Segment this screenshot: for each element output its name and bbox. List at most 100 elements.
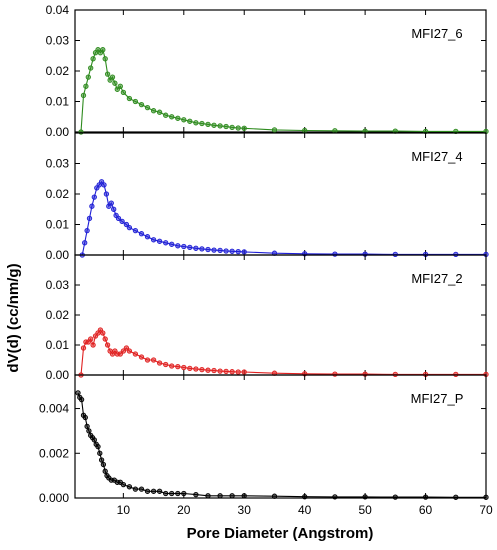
data-point bbox=[115, 215, 122, 222]
data-point bbox=[102, 56, 108, 62]
data-point bbox=[302, 494, 308, 500]
data-point bbox=[112, 80, 118, 86]
data-point bbox=[193, 491, 199, 498]
data-point bbox=[156, 109, 163, 115]
data-point bbox=[271, 493, 278, 499]
panel-mfi27_2: 0.00 0.01 0.02 0.03 MFI27_2 bbox=[46, 254, 489, 382]
data-point bbox=[211, 247, 217, 253]
data-point bbox=[144, 357, 151, 363]
y-tick-label: 0.01 bbox=[46, 95, 70, 109]
data-point bbox=[120, 89, 127, 96]
data-point bbox=[80, 92, 87, 99]
data-point bbox=[205, 493, 211, 499]
x-tick-label: 40 bbox=[298, 503, 312, 517]
data-point bbox=[102, 468, 108, 474]
data-point bbox=[132, 227, 139, 234]
data-point bbox=[86, 215, 93, 222]
data-point bbox=[120, 481, 127, 488]
data-point bbox=[422, 494, 429, 500]
y-tick-label: 0.02 bbox=[46, 308, 70, 322]
data-point bbox=[241, 369, 247, 375]
data-point bbox=[150, 357, 157, 363]
data-point bbox=[132, 486, 139, 492]
data-point bbox=[138, 231, 145, 237]
data-point bbox=[117, 351, 123, 357]
data-point bbox=[332, 251, 338, 257]
data-point bbox=[223, 123, 229, 130]
data-point bbox=[181, 364, 187, 371]
data-point bbox=[483, 494, 489, 500]
data-point bbox=[217, 368, 223, 374]
data-point bbox=[144, 104, 151, 111]
data-point bbox=[103, 191, 110, 197]
data-point bbox=[138, 486, 145, 492]
y-tick-label: 0.000 bbox=[39, 491, 69, 505]
data-point bbox=[175, 115, 181, 121]
data-point bbox=[89, 203, 95, 209]
panel-label: MFI27_4 bbox=[411, 149, 462, 164]
data-point bbox=[91, 194, 97, 200]
data-point bbox=[84, 227, 90, 234]
data-point bbox=[175, 490, 181, 497]
series-line bbox=[77, 392, 486, 498]
data-point bbox=[181, 117, 187, 123]
data-point bbox=[138, 354, 145, 360]
data-point bbox=[235, 369, 241, 375]
data-point bbox=[163, 361, 169, 368]
data-point bbox=[88, 65, 94, 71]
x-tick-label: 20 bbox=[177, 503, 191, 517]
data-point bbox=[193, 120, 199, 126]
data-point bbox=[100, 47, 106, 53]
data-point bbox=[187, 365, 193, 372]
data-point bbox=[138, 101, 145, 108]
data-point bbox=[241, 493, 247, 499]
x-tick-label: 60 bbox=[419, 503, 433, 517]
data-point bbox=[392, 371, 398, 378]
data-point bbox=[217, 247, 223, 254]
data-point bbox=[199, 246, 205, 252]
data-point bbox=[332, 371, 338, 377]
series-line bbox=[80, 329, 486, 376]
data-point bbox=[100, 461, 107, 468]
data-point bbox=[217, 123, 223, 129]
y-axis-label: dV(d) (cc/nm/g) bbox=[5, 263, 22, 372]
data-point bbox=[187, 244, 193, 251]
data-point bbox=[132, 351, 139, 357]
panel-mfi27_p: 0.000 0.002 0.004 MFI27_P bbox=[39, 374, 489, 505]
data-point bbox=[95, 443, 101, 450]
data-point bbox=[302, 127, 308, 134]
y-tick-label: 0.004 bbox=[39, 402, 69, 416]
data-point bbox=[229, 493, 235, 499]
y-tick-label: 0.04 bbox=[46, 3, 70, 17]
y-tick-label: 0.00 bbox=[46, 125, 70, 139]
data-point bbox=[205, 121, 211, 128]
data-point bbox=[150, 237, 157, 243]
data-point bbox=[199, 120, 205, 127]
data-point bbox=[132, 98, 139, 105]
data-point bbox=[84, 423, 90, 430]
data-point bbox=[332, 128, 338, 134]
data-point bbox=[144, 488, 151, 494]
panel-label: MFI27_6 bbox=[411, 26, 462, 41]
x-tick-label: 50 bbox=[358, 503, 372, 517]
y-tick-label: 0.03 bbox=[46, 157, 70, 171]
data-point bbox=[205, 246, 211, 253]
data-point bbox=[91, 437, 97, 443]
y-tick-label: 0.00 bbox=[46, 368, 70, 382]
y-tick-label: 0.01 bbox=[46, 338, 70, 352]
data-point bbox=[144, 234, 151, 240]
data-point bbox=[175, 363, 181, 370]
data-point bbox=[86, 428, 92, 434]
data-point bbox=[97, 450, 103, 456]
data-point bbox=[193, 366, 199, 372]
data-point bbox=[117, 83, 123, 89]
data-point bbox=[453, 251, 459, 258]
x-tick-label: 70 bbox=[479, 503, 493, 517]
data-point bbox=[453, 371, 459, 378]
data-point bbox=[392, 494, 398, 500]
data-point bbox=[126, 224, 133, 231]
data-point bbox=[126, 484, 133, 490]
data-point bbox=[88, 336, 94, 342]
data-point bbox=[229, 248, 235, 254]
